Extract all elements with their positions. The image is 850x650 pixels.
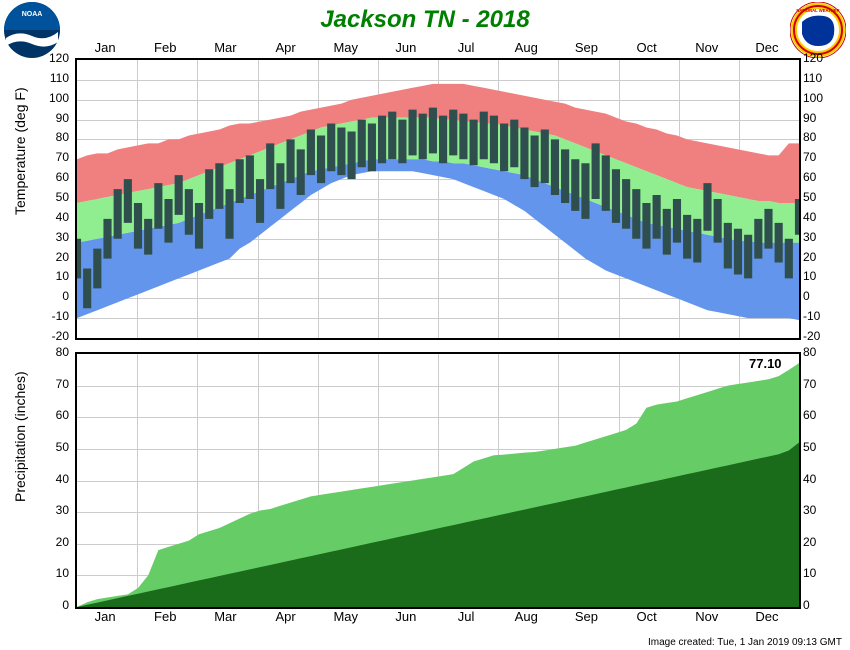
precip-ytick-right: 10 xyxy=(803,566,816,580)
month-label-top: Mar xyxy=(195,40,255,55)
month-label-top: May xyxy=(316,40,376,55)
month-label-top: Sep xyxy=(556,40,616,55)
temp-ytick-left: 50 xyxy=(39,190,69,204)
precip-y-axis-label: Precipitation (inches) xyxy=(12,452,28,502)
month-label-top: Nov xyxy=(677,40,737,55)
temp-ytick-left: 10 xyxy=(39,269,69,283)
temp-ytick-right: 80 xyxy=(803,130,816,144)
temp-ytick-left: 40 xyxy=(39,210,69,224)
temp-ytick-right: 10 xyxy=(803,269,816,283)
temp-ytick-left: 20 xyxy=(39,250,69,264)
precip-ytick-left: 10 xyxy=(39,566,69,580)
temp-ytick-right: 40 xyxy=(803,210,816,224)
precip-ytick-right: 30 xyxy=(803,503,816,517)
month-label-bottom: May xyxy=(316,609,376,624)
temp-ytick-right: 120 xyxy=(803,51,823,65)
precip-ytick-right: 70 xyxy=(803,377,816,391)
month-label-bottom: Oct xyxy=(617,609,677,624)
precip-ytick-right: 50 xyxy=(803,440,816,454)
temp-ytick-left: 120 xyxy=(39,51,69,65)
temp-ytick-left: 30 xyxy=(39,230,69,244)
month-label-top: Aug xyxy=(496,40,556,55)
month-label-bottom: Sep xyxy=(556,609,616,624)
precip-ytick-left: 80 xyxy=(39,345,69,359)
month-label-bottom: Dec xyxy=(737,609,797,624)
precip-ytick-left: 40 xyxy=(39,472,69,486)
month-label-top: Oct xyxy=(617,40,677,55)
precip-ytick-left: 50 xyxy=(39,440,69,454)
temp-ytick-right: 60 xyxy=(803,170,816,184)
precip-total-annotation: 77.10 xyxy=(749,356,782,371)
month-label-top: Jun xyxy=(376,40,436,55)
month-label-top: Dec xyxy=(737,40,797,55)
month-label-top: Apr xyxy=(256,40,316,55)
temp-ytick-right: 90 xyxy=(803,111,816,125)
month-label-bottom: Apr xyxy=(256,609,316,624)
temp-ytick-right: 70 xyxy=(803,150,816,164)
precip-ytick-left: 70 xyxy=(39,377,69,391)
temp-ytick-left: 60 xyxy=(39,170,69,184)
temp-ytick-left: 90 xyxy=(39,111,69,125)
month-label-bottom: Jun xyxy=(376,609,436,624)
temp-ytick-left: 80 xyxy=(39,130,69,144)
temp-ytick-right: 0 xyxy=(803,289,810,303)
month-label-top: Jan xyxy=(75,40,135,55)
month-label-top: Feb xyxy=(135,40,195,55)
precip-ytick-left: 0 xyxy=(39,598,69,612)
temp-ytick-left: 100 xyxy=(39,91,69,105)
image-credit: Image created: Tue, 1 Jan 2019 09:13 GMT xyxy=(648,637,842,648)
temp-ytick-right: 30 xyxy=(803,230,816,244)
precip-ytick-left: 20 xyxy=(39,535,69,549)
temp-ytick-right: 110 xyxy=(803,71,822,85)
temp-ytick-left: -20 xyxy=(39,329,69,343)
month-label-bottom: Mar xyxy=(195,609,255,624)
precip-ytick-right: 40 xyxy=(803,472,816,486)
temp-ytick-right: 100 xyxy=(803,91,823,105)
temp-ytick-left: -10 xyxy=(39,309,69,323)
temp-ytick-left: 110 xyxy=(39,71,69,85)
precip-ytick-left: 60 xyxy=(39,408,69,422)
temperature-plot xyxy=(75,58,801,340)
precip-ytick-left: 30 xyxy=(39,503,69,517)
precipitation-plot xyxy=(75,352,801,609)
month-label-top: Jul xyxy=(436,40,496,55)
temp-ytick-left: 0 xyxy=(39,289,69,303)
temp-y-axis-label: Temperature (deg F) xyxy=(12,175,28,215)
month-label-bottom: Nov xyxy=(677,609,737,624)
month-label-bottom: Jan xyxy=(75,609,135,624)
precip-ytick-right: 80 xyxy=(803,345,816,359)
month-label-bottom: Feb xyxy=(135,609,195,624)
temp-ytick-left: 70 xyxy=(39,150,69,164)
month-label-bottom: Jul xyxy=(436,609,496,624)
temp-ytick-right: -20 xyxy=(803,329,820,343)
temp-ytick-right: 20 xyxy=(803,250,816,264)
precip-ytick-right: 0 xyxy=(803,598,810,612)
temp-ytick-right: -10 xyxy=(803,309,820,323)
temp-ytick-right: 50 xyxy=(803,190,816,204)
chart-title: Jackson TN - 2018 xyxy=(0,6,850,34)
precip-ytick-right: 60 xyxy=(803,408,816,422)
month-label-bottom: Aug xyxy=(496,609,556,624)
precip-ytick-right: 20 xyxy=(803,535,816,549)
